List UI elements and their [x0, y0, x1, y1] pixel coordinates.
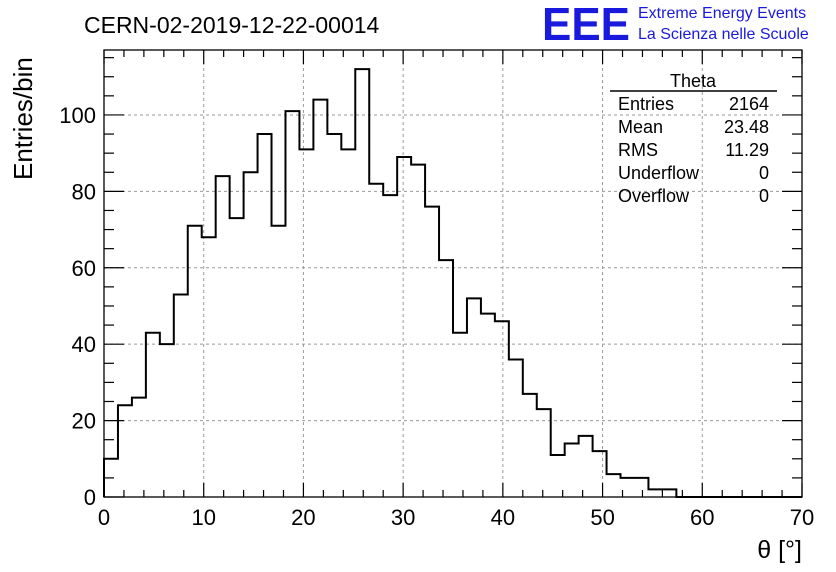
- y-tick-label: 40: [72, 332, 96, 357]
- stats-row-value: 0: [759, 163, 769, 183]
- y-tick-label: 0: [84, 485, 96, 510]
- stats-box: Theta Entries 2164 Mean 23.48 RMS 11.29 Underf…: [610, 71, 777, 206]
- stats-row-label: Mean: [618, 117, 663, 137]
- y-tick-label: 60: [72, 256, 96, 281]
- stats-box-rows: Entries 2164 Mean 23.48 RMS 11.29 Underflow 0 Ov…: [618, 94, 769, 206]
- x-axis-label: θ [°]: [757, 536, 802, 564]
- y-tick-label: 80: [72, 179, 96, 204]
- x-tick-labels: 0 10 20 30 40 50 60 70: [98, 505, 814, 530]
- x-tick-label: 40: [491, 505, 515, 530]
- y-tick-labels: 0 20 40 60 80 100: [59, 103, 96, 510]
- y-tick-label: 100: [59, 103, 96, 128]
- stats-box-title: Theta: [670, 71, 717, 91]
- x-tick-label: 50: [590, 505, 614, 530]
- chart-title: CERN-02-2019-12-22-00014: [84, 12, 380, 38]
- grid-lines: [104, 50, 802, 497]
- stats-row-label: RMS: [618, 140, 658, 160]
- plot-frame: [103, 49, 803, 498]
- x-tick-label: 20: [291, 505, 315, 530]
- histogram-line: [103, 68, 802, 498]
- eee-logo-mark: EEE: [542, 0, 630, 50]
- y-tick-label: 20: [72, 409, 96, 434]
- stats-row-value: 2164: [729, 94, 769, 114]
- eee-logo: EEE Extreme Energy Events La Scienza nel…: [542, 0, 809, 50]
- x-tick-label: 10: [191, 505, 215, 530]
- eee-logo-line1: Extreme Energy Events: [638, 5, 806, 22]
- stats-row-value: 0: [759, 186, 769, 206]
- stats-row-label: Entries: [618, 94, 674, 114]
- stats-row-value: 23.48: [724, 117, 769, 137]
- eee-logo-line2: La Scienza nelle Scuole: [638, 26, 809, 43]
- x-tick-label: 30: [391, 505, 415, 530]
- x-tick-label: 0: [98, 505, 110, 530]
- y-axis-label: Entries/bin: [8, 57, 38, 180]
- x-tick-label: 60: [690, 505, 714, 530]
- x-tick-label: 70: [790, 505, 814, 530]
- stats-row-label: Underflow: [618, 163, 700, 183]
- stats-row-value: 11.29: [725, 140, 769, 160]
- stats-row-label: Overflow: [618, 186, 690, 206]
